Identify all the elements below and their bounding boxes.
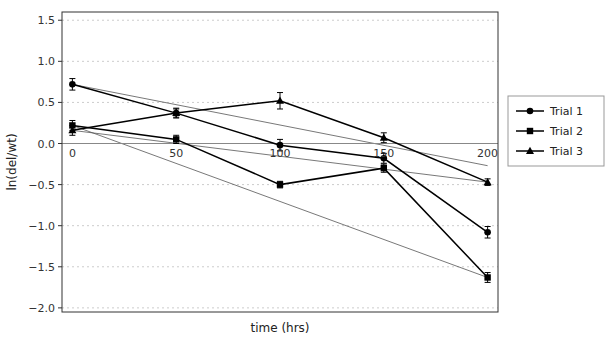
y-tick-label: 1.0 xyxy=(38,55,56,68)
trend-line xyxy=(72,125,487,277)
x-tick-label: 50 xyxy=(169,147,183,160)
x-tick-label: 150 xyxy=(373,147,394,160)
y-tick xyxy=(58,102,62,103)
grid-line xyxy=(62,20,498,21)
point xyxy=(484,178,492,185)
axes: −2.0 −1.5 −1.0 −0.5 0.0 0.5 1.0 1.5 xyxy=(28,14,62,315)
trend-line xyxy=(72,84,487,165)
point xyxy=(381,165,387,171)
y-tick xyxy=(58,184,62,185)
y-tick-label: 1.5 xyxy=(38,14,56,27)
grid-line xyxy=(62,307,498,308)
point xyxy=(484,229,491,236)
error-bar xyxy=(485,227,491,239)
legend-label: Trial 3 xyxy=(549,145,583,158)
point xyxy=(68,126,76,133)
legend-label: Trial 2 xyxy=(549,125,583,138)
y-tick-label: −0.5 xyxy=(28,179,55,192)
series-line xyxy=(72,101,487,182)
x-tick-label: 200 xyxy=(477,147,498,160)
point xyxy=(277,181,283,187)
legend-marker xyxy=(527,108,534,115)
x-axis-label: time (hrs) xyxy=(250,321,309,335)
y-tick-label: 0.0 xyxy=(38,138,56,151)
error-bar xyxy=(485,179,491,186)
y-tick xyxy=(58,307,62,308)
error-bar xyxy=(69,79,75,91)
y-tick-label: −1.5 xyxy=(28,261,55,274)
point xyxy=(380,134,388,141)
point xyxy=(173,110,180,117)
error-bar xyxy=(69,125,75,135)
error-bar xyxy=(277,93,283,109)
series xyxy=(68,93,491,186)
grid xyxy=(62,20,498,308)
legend-marker xyxy=(526,147,534,154)
grid-line xyxy=(62,225,498,226)
data xyxy=(62,79,498,283)
plot-area xyxy=(62,12,498,312)
error-bar xyxy=(381,164,387,172)
y-tick xyxy=(58,20,62,21)
grid-line xyxy=(62,266,498,267)
legend-label: Trial 1 xyxy=(549,105,583,118)
error-bar xyxy=(277,181,283,188)
error-bar xyxy=(485,273,491,283)
point xyxy=(276,97,284,104)
error-bar xyxy=(173,135,179,143)
legend-marker xyxy=(527,128,533,134)
legend: Trial 1 Trial 2 Trial 3 xyxy=(508,96,604,166)
series xyxy=(69,120,491,282)
y-tick xyxy=(58,61,62,62)
grid-line xyxy=(62,61,498,62)
chart: −2.0 −1.5 −1.0 −0.5 0.0 0.5 1.0 1.5 0 50 100 150 200… xyxy=(0,0,612,353)
error-bar xyxy=(173,108,179,118)
y-tick xyxy=(58,225,62,226)
plot-frame xyxy=(62,12,498,312)
point xyxy=(484,274,490,280)
legend-box xyxy=(508,96,604,166)
y-tick-label: 0.5 xyxy=(38,96,56,109)
error-bar xyxy=(173,109,179,117)
x-ticks: 0 50 100 150 200 xyxy=(69,147,498,160)
y-tick xyxy=(58,143,62,144)
point xyxy=(173,136,179,142)
error-bar xyxy=(381,133,387,143)
point xyxy=(172,109,180,116)
y-axis-label: ln(del/wt) xyxy=(5,133,19,190)
x-tick-label: 100 xyxy=(270,147,291,160)
x-tick-label: 0 xyxy=(69,147,76,160)
point xyxy=(69,81,76,88)
y-tick xyxy=(58,266,62,267)
series-line xyxy=(72,84,487,232)
y-tick-label: −2.0 xyxy=(28,302,55,315)
series-line xyxy=(72,125,487,277)
y-tick-label: −1.0 xyxy=(28,220,55,233)
